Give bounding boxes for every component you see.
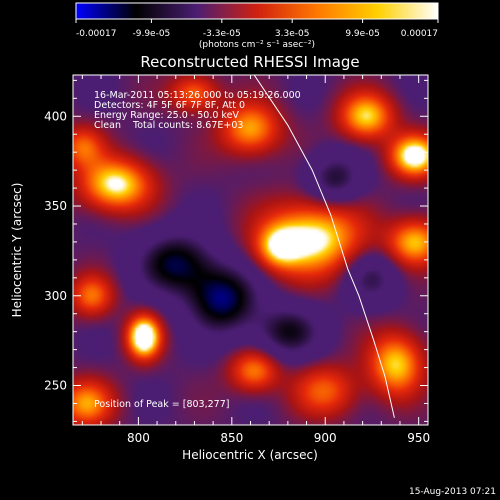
- colorbar-tick-label: -0.00017: [76, 29, 116, 39]
- y-axis: 250 300 350 400: [44, 79, 428, 422]
- colorbar-tick-label: 0.00017: [401, 29, 438, 39]
- colorbar-tick-label: -9.9e-05: [132, 29, 170, 39]
- y-tick-label: 400: [44, 109, 67, 123]
- colorbar: -0.00017 -9.9e-05 -3.3e-05 3.3e-05 9.9e-05 0.…: [75, 2, 439, 50]
- info-clean-counts: Clean Total counts: 8.67E+03: [94, 120, 243, 131]
- peak-position-label: Position of Peak = [803,277]: [94, 399, 229, 410]
- info-detectors: Detectors: 4F 5F 6F 7F 8F, Att 0: [94, 100, 245, 111]
- info-energy-range: Energy Range: 25.0 - 50.0 keV: [94, 110, 239, 121]
- x-axis: 800 850 900 950: [81, 75, 430, 445]
- x-tick-label: 950: [407, 431, 430, 445]
- colorbar-gradient: [75, 2, 439, 20]
- colorbar-tick-labels: -0.00017 -9.9e-05 -3.3e-05 3.3e-05 9.9e-05 0.…: [76, 29, 438, 39]
- info-time-range: 16-Mar-2011 05:13:26.000 to 05:19:26.000: [94, 90, 301, 101]
- colorbar-unit-label: (photons cm⁻² s⁻¹ asec⁻²): [199, 40, 315, 50]
- y-axis-label: Heliocentric Y (arcsec): [10, 183, 24, 318]
- x-tick-label: 850: [220, 431, 243, 445]
- colorbar-tick-label: 9.9e-05: [345, 29, 380, 39]
- x-tick-label: 900: [314, 431, 337, 445]
- y-tick-label: 350: [44, 199, 67, 213]
- heatmap-image: [73, 75, 428, 425]
- colorbar-tick-label: 3.3e-05: [275, 29, 310, 39]
- y-tick-label: 250: [44, 379, 67, 393]
- y-tick-label: 300: [44, 289, 67, 303]
- colorbar-tick-label: -3.3e-05: [203, 29, 241, 39]
- chart-title: Reconstructed RHESSI Image: [140, 53, 359, 71]
- x-axis-label: Heliocentric X (arcsec): [182, 448, 318, 462]
- solar-limb-curve: [253, 75, 395, 418]
- generated-date: 15-Aug-2013 07:21: [408, 487, 496, 497]
- observation-info: 16-Mar-2011 05:13:26.000 to 05:19:26.000…: [94, 90, 301, 131]
- x-tick-label: 800: [127, 431, 150, 445]
- colorbar-ticks: [75, 19, 439, 23]
